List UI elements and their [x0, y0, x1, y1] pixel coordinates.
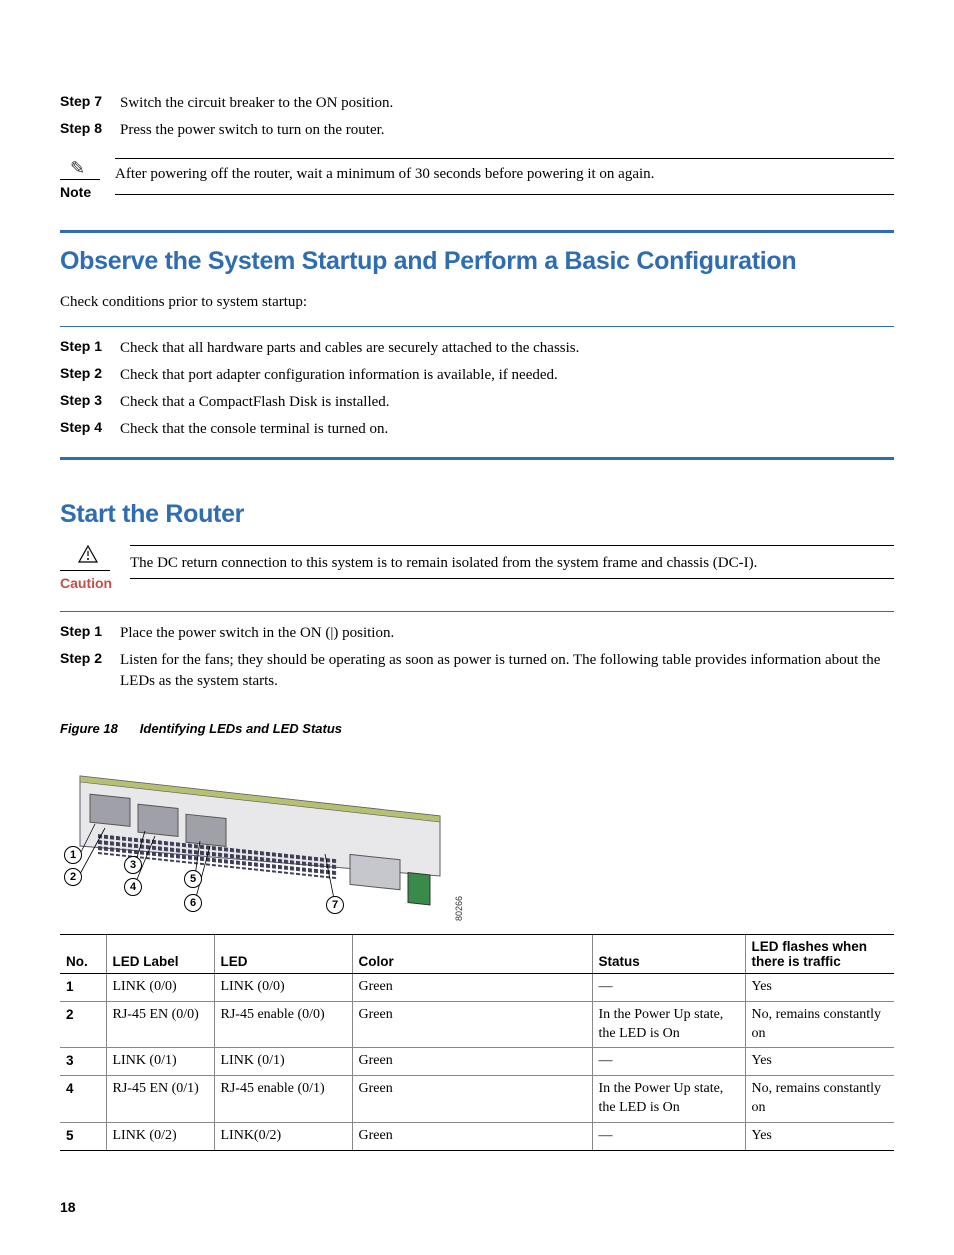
step-text: Check that all hardware parts and cables… [120, 338, 894, 359]
th-flash: LED flashes when there is traffic [745, 934, 894, 973]
cell-led: LINK (0/0) [214, 973, 352, 1001]
cell-label: LINK (0/2) [106, 1123, 214, 1151]
caution-block: Caution The DC return connection to this… [60, 545, 894, 593]
cell-flash: Yes [745, 1123, 894, 1151]
thin-rule [60, 326, 894, 327]
step-label: Step 7 [60, 93, 120, 114]
th-no: No. [60, 934, 106, 973]
step-label: Step 2 [60, 650, 120, 692]
cell-led: RJ-45 enable (0/0) [214, 1001, 352, 1048]
cell-status: — [592, 973, 745, 1001]
table-row: 2RJ-45 EN (0/0)RJ-45 enable (0/0)GreenIn… [60, 1001, 894, 1048]
page-number: 18 [60, 1199, 894, 1215]
steps-section-a: Step 1Check that all hardware parts and … [60, 335, 894, 443]
section-heading-start-router: Start the Router [60, 500, 894, 529]
pencil-icon: ✎ [60, 158, 115, 179]
step-label: Step 4 [60, 419, 120, 440]
note-label: Note [60, 184, 91, 200]
step-row: Step 7 Switch the circuit breaker to the… [60, 90, 894, 117]
table-row: 4RJ-45 EN (0/1)RJ-45 enable (0/1)GreenIn… [60, 1076, 894, 1123]
led-status-table: No. LED Label LED Color Status LED flash… [60, 934, 894, 1151]
cell-no: 5 [60, 1123, 106, 1151]
step-text: Switch the circuit breaker to the ON pos… [120, 93, 894, 114]
figure-caption: Figure 18 Identifying LEDs and LED Status [60, 721, 894, 736]
cell-status: In the Power Up state, the LED is On [592, 1076, 745, 1123]
step-text: Place the power switch in the ON (|) pos… [120, 623, 894, 644]
figure-id: 80266 [454, 896, 464, 921]
callout: 2 [64, 868, 82, 886]
th-color: Color [352, 934, 592, 973]
cell-label: LINK (0/0) [106, 973, 214, 1001]
cell-color: Green [352, 1123, 592, 1151]
cell-flash: No, remains constantly on [745, 1076, 894, 1123]
section-heading-observe: Observe the System Startup and Perform a… [60, 247, 894, 276]
th-led: LED [214, 934, 352, 973]
cell-status: In the Power Up state, the LED is On [592, 1001, 745, 1048]
step-label: Step 2 [60, 365, 120, 386]
cell-color: Green [352, 1001, 592, 1048]
step-text: Check that a CompactFlash Disk is instal… [120, 392, 894, 413]
cell-color: Green [352, 1048, 592, 1076]
note-text: After powering off the router, wait a mi… [115, 159, 894, 186]
callout: 4 [124, 878, 142, 896]
cell-led: LINK (0/1) [214, 1048, 352, 1076]
callout: 7 [326, 896, 344, 914]
figure-image: 1 2 3 4 5 6 7 80266 [60, 746, 460, 916]
cell-led: LINK(0/2) [214, 1123, 352, 1151]
cell-flash: Yes [745, 973, 894, 1001]
th-status: Status [592, 934, 745, 973]
cell-label: RJ-45 EN (0/1) [106, 1076, 214, 1123]
cell-label: LINK (0/1) [106, 1048, 214, 1076]
cell-label: RJ-45 EN (0/0) [106, 1001, 214, 1048]
step-text: Check that port adapter configuration in… [120, 365, 894, 386]
callout: 3 [124, 856, 142, 874]
cell-flash: Yes [745, 1048, 894, 1076]
cell-no: 1 [60, 973, 106, 1001]
steps-top: Step 7 Switch the circuit breaker to the… [60, 90, 894, 144]
caution-label: Caution [60, 575, 112, 591]
cell-no: 4 [60, 1076, 106, 1123]
cell-led: RJ-45 enable (0/1) [214, 1076, 352, 1123]
callout: 6 [184, 894, 202, 912]
cell-status: — [592, 1048, 745, 1076]
step-text: Check that the console terminal is turne… [120, 419, 894, 440]
cell-color: Green [352, 1076, 592, 1123]
callout: 1 [64, 846, 82, 864]
callout: 5 [184, 870, 202, 888]
section-rule [60, 230, 894, 233]
table-header-row: No. LED Label LED Color Status LED flash… [60, 934, 894, 973]
section-rule [60, 457, 894, 460]
warning-icon [78, 545, 130, 568]
note-block: ✎ Note After powering off the router, wa… [60, 158, 894, 202]
table-row: 3LINK (0/1)LINK (0/1)Green—Yes [60, 1048, 894, 1076]
step-label: Step 1 [60, 623, 120, 644]
cell-status: — [592, 1123, 745, 1151]
caution-text: The DC return connection to this system … [130, 546, 894, 579]
th-label: LED Label [106, 934, 214, 973]
section-intro: Check conditions prior to system startup… [60, 292, 894, 314]
step-text: Listen for the fans; they should be oper… [120, 650, 894, 692]
thin-rule [60, 611, 894, 612]
figure-title: Identifying LEDs and LED Status [140, 721, 342, 736]
step-label: Step 1 [60, 338, 120, 359]
step-label: Step 8 [60, 120, 120, 141]
steps-section-b: Step 1Place the power switch in the ON (… [60, 620, 894, 695]
step-text: Press the power switch to turn on the ro… [120, 120, 894, 141]
step-label: Step 3 [60, 392, 120, 413]
cell-no: 2 [60, 1001, 106, 1048]
step-row: Step 8 Press the power switch to turn on… [60, 117, 894, 144]
figure-number: Figure 18 [60, 721, 118, 736]
table-row: 5LINK (0/2)LINK(0/2)Green—Yes [60, 1123, 894, 1151]
cell-flash: No, remains constantly on [745, 1001, 894, 1048]
cell-color: Green [352, 973, 592, 1001]
table-row: 1LINK (0/0)LINK (0/0)Green—Yes [60, 973, 894, 1001]
cell-no: 3 [60, 1048, 106, 1076]
